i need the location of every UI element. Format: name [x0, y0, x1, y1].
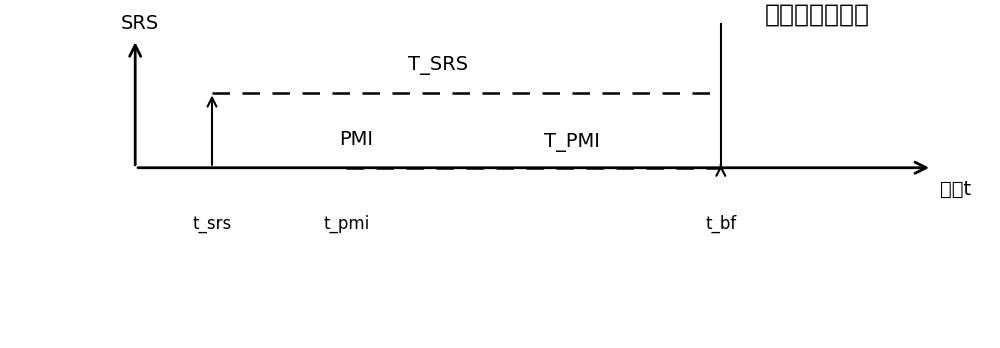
- Text: T_SRS: T_SRS: [408, 56, 468, 76]
- Text: t_srs: t_srs: [192, 215, 232, 233]
- Text: SRS: SRS: [121, 14, 159, 33]
- Text: 时间t: 时间t: [940, 180, 972, 199]
- Text: t_bf: t_bf: [705, 215, 736, 233]
- Text: 波束赋形权向量: 波束赋形权向量: [764, 3, 869, 27]
- Text: PMI: PMI: [339, 130, 373, 149]
- Text: t_pmi: t_pmi: [323, 215, 370, 233]
- Text: T_PMI: T_PMI: [544, 133, 600, 152]
